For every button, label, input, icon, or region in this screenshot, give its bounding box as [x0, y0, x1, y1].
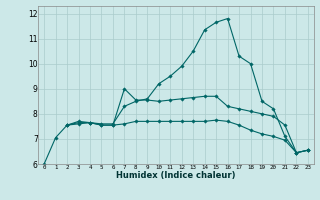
X-axis label: Humidex (Indice chaleur): Humidex (Indice chaleur) — [116, 171, 236, 180]
